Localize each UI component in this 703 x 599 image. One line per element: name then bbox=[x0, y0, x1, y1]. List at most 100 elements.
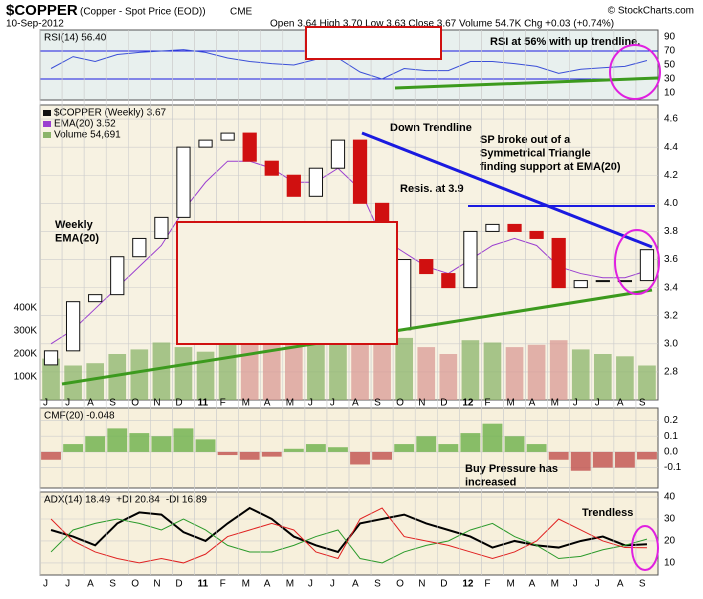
volume-bar bbox=[307, 344, 325, 400]
x-tick-label: M bbox=[286, 579, 294, 590]
legend-entry: Volume 54,691 bbox=[54, 130, 121, 141]
x-tick-label: J bbox=[573, 579, 578, 590]
volume-bar bbox=[439, 354, 458, 400]
volume-bar bbox=[196, 351, 215, 400]
x-tick-label: D bbox=[175, 398, 182, 409]
volume-bar bbox=[351, 335, 369, 400]
bar bbox=[548, 451, 569, 460]
bar bbox=[394, 444, 415, 452]
bar bbox=[283, 448, 304, 452]
y-tick-label: 4.4 bbox=[664, 142, 678, 153]
legend-swatch bbox=[43, 121, 51, 127]
candle bbox=[110, 256, 125, 296]
x-tick-label: F bbox=[220, 579, 226, 590]
y-tick-label: 100K bbox=[14, 372, 38, 383]
y-tick-label: 0.0 bbox=[664, 447, 678, 458]
bar bbox=[372, 451, 393, 460]
candle bbox=[573, 280, 588, 289]
x-tick-label: M bbox=[551, 579, 559, 590]
x-tick-label: J bbox=[330, 398, 335, 409]
candle bbox=[397, 259, 412, 331]
legend-entry: ADX(14) 18.49 bbox=[44, 495, 111, 506]
bar bbox=[614, 451, 635, 468]
y-tick-label: 400K bbox=[14, 303, 38, 314]
bar bbox=[526, 444, 547, 452]
bar bbox=[416, 436, 437, 452]
bar bbox=[85, 436, 106, 452]
annotation: EMA(20) bbox=[55, 232, 99, 244]
y-tick-label: 70 bbox=[664, 46, 676, 57]
candle bbox=[463, 230, 478, 289]
date: 10-Sep-2012 bbox=[6, 19, 64, 30]
volume-bar bbox=[505, 347, 524, 400]
legend-entry: -DI 16.89 bbox=[166, 495, 208, 506]
bar bbox=[504, 436, 525, 452]
volume-bar bbox=[461, 340, 480, 400]
candle bbox=[441, 273, 456, 289]
y-tick-label: 4.0 bbox=[664, 198, 678, 209]
panel-label: RSI(14) 56.40 bbox=[44, 33, 107, 44]
x-tick-label: O bbox=[396, 579, 404, 590]
x-tick-label: A bbox=[87, 398, 94, 409]
candle bbox=[65, 301, 81, 352]
panel-label: CMF(20) -0.048 bbox=[44, 411, 115, 422]
y-tick-label: 50 bbox=[664, 60, 676, 71]
x-tick-label: S bbox=[109, 579, 116, 590]
y-tick-label: 3.6 bbox=[664, 254, 678, 265]
candle bbox=[485, 223, 500, 232]
y-tick-label: 40 bbox=[664, 492, 676, 503]
volume-bar bbox=[42, 358, 60, 400]
down-trendline bbox=[361, 131, 653, 249]
volume-bar bbox=[395, 337, 414, 400]
candle bbox=[43, 350, 59, 366]
x-tick-label: O bbox=[131, 398, 139, 409]
x-tick-label: S bbox=[639, 398, 646, 409]
volume-bar bbox=[616, 356, 634, 400]
volume-bar bbox=[240, 340, 259, 400]
bar bbox=[261, 451, 282, 457]
quote: Open 3.64 High 3.70 Low 3.63 Close 3.67 … bbox=[270, 19, 614, 30]
bar bbox=[173, 428, 194, 452]
y-tick-label: 90 bbox=[664, 32, 676, 43]
volume-bar bbox=[108, 354, 127, 400]
x-tick-label: O bbox=[396, 398, 404, 409]
x-tick-label: D bbox=[175, 579, 182, 590]
x-tick-label: F bbox=[484, 398, 490, 409]
bar bbox=[482, 423, 503, 452]
candle bbox=[507, 223, 522, 232]
x-tick-label: D bbox=[440, 398, 447, 409]
bar bbox=[637, 451, 657, 460]
x-tick-label: J bbox=[595, 579, 600, 590]
x-tick-label: J bbox=[43, 579, 48, 590]
volume-bar bbox=[218, 344, 237, 400]
y-tick-label: 0.2 bbox=[664, 415, 678, 426]
bar bbox=[328, 447, 348, 452]
x-tick-label: S bbox=[109, 398, 116, 409]
y-tick-label: 30 bbox=[664, 514, 676, 525]
x-tick-label: M bbox=[551, 398, 559, 409]
candle bbox=[198, 139, 213, 148]
x-tick-label: N bbox=[418, 398, 425, 409]
y-tick-label: -0.1 bbox=[664, 462, 682, 473]
volume-bar bbox=[86, 363, 105, 400]
candle bbox=[330, 139, 346, 169]
candle bbox=[264, 160, 279, 176]
candle bbox=[220, 132, 235, 141]
symbol: $COPPER bbox=[6, 2, 78, 19]
bar bbox=[570, 451, 591, 471]
annotation: finding support at EMA(20) bbox=[480, 161, 621, 173]
bar bbox=[41, 451, 61, 460]
x-tick-label: J bbox=[330, 579, 335, 590]
x-tick-label: M bbox=[286, 398, 294, 409]
rsi-trendline bbox=[394, 76, 659, 90]
credit: © StockCharts.com bbox=[608, 6, 694, 17]
y-tick-label: 4.6 bbox=[664, 114, 678, 125]
x-tick-label: A bbox=[264, 398, 271, 409]
x-tick-label: D bbox=[440, 579, 447, 590]
x-tick-label: J bbox=[308, 398, 313, 409]
annotation: Weekly bbox=[55, 219, 94, 231]
candle bbox=[419, 259, 434, 275]
x-tick-label: M bbox=[242, 579, 250, 590]
annotation: Trendless bbox=[582, 507, 633, 519]
